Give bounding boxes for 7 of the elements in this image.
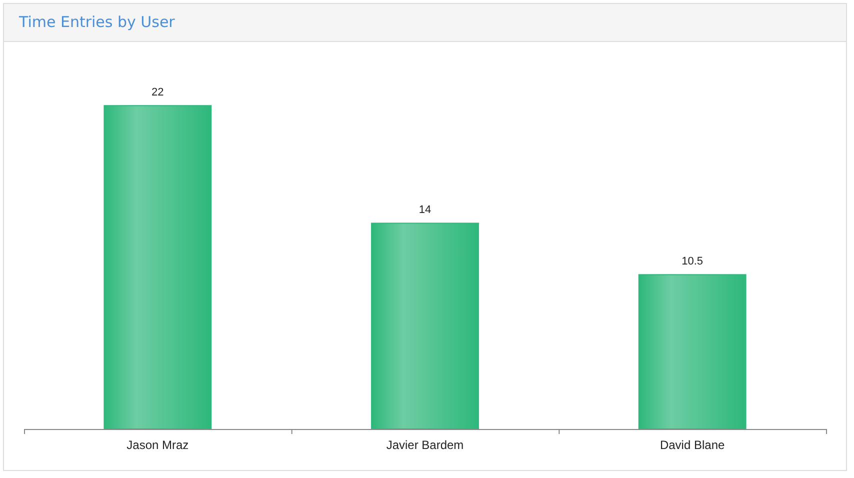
x-tick-label: David Blane: [660, 438, 726, 452]
x-tick-label: Javier Bardem: [386, 438, 464, 452]
data-label: 10.5: [682, 256, 704, 268]
data-label: 14: [418, 204, 432, 216]
chart-title: Time Entries by User: [18, 13, 176, 31]
x-tick-label: Jason Mraz: [126, 438, 189, 452]
data-label: 22: [152, 86, 164, 99]
